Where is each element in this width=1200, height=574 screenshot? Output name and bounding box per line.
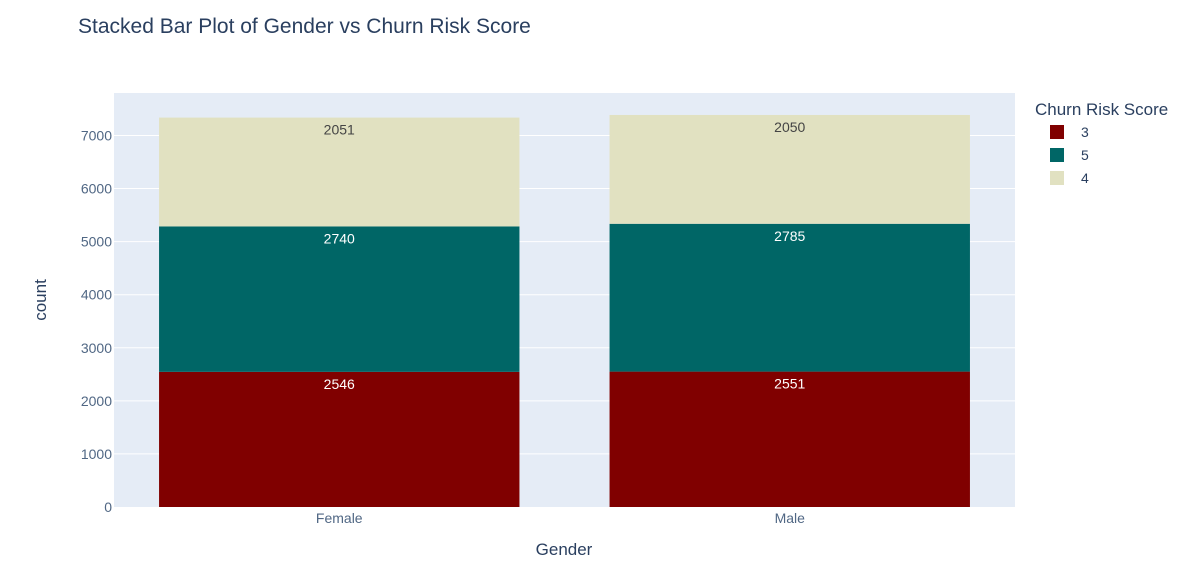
y-tick-label: 6000 [81,181,112,197]
x-axis-title: Gender [536,540,593,559]
bar-segment [159,371,520,507]
bar-value-label: 2546 [324,376,355,392]
bars [159,114,970,507]
y-axis-title: count [31,279,50,321]
legend: Churn Risk Score 3 5 4 [1035,100,1168,186]
y-tick-label: 7000 [81,127,112,143]
bar-labels: 2546 2740 2051 2551 2785 2050 [324,119,806,392]
legend-item-label: 3 [1081,124,1089,140]
bar-segment [159,226,520,372]
legend-items: 3 5 4 [1050,124,1089,186]
legend-swatch [1050,148,1064,162]
y-tick-label: 1000 [81,446,112,462]
bar-segment [159,117,520,227]
bar-value-label: 2740 [324,230,355,246]
y-tick-label: 3000 [81,340,112,356]
legend-title: Churn Risk Score [1035,100,1168,119]
bar-segment [609,371,970,507]
y-tick-label: 4000 [81,287,112,303]
y-axis-ticks: 0 1000 2000 3000 4000 5000 6000 7000 [81,127,112,515]
bar-value-label: 2551 [774,376,805,392]
legend-swatch [1050,171,1064,185]
bar-value-label: 2051 [324,122,355,138]
bar-value-label: 2785 [774,228,805,244]
y-tick-label: 2000 [81,393,112,409]
legend-item-label: 5 [1081,147,1089,163]
bar-segment [609,223,970,372]
bar-value-label: 2050 [774,119,805,135]
y-tick-label: 5000 [81,234,112,250]
x-tick-label: Female [316,510,363,526]
legend-item-label: 4 [1081,170,1089,186]
chart-title: Stacked Bar Plot of Gender vs Churn Risk… [78,15,531,38]
legend-swatch [1050,125,1064,139]
x-axis-ticks: Female Male [316,510,805,526]
bar-segment [609,114,970,224]
y-tick-label: 0 [104,499,112,515]
x-tick-label: Male [775,510,806,526]
